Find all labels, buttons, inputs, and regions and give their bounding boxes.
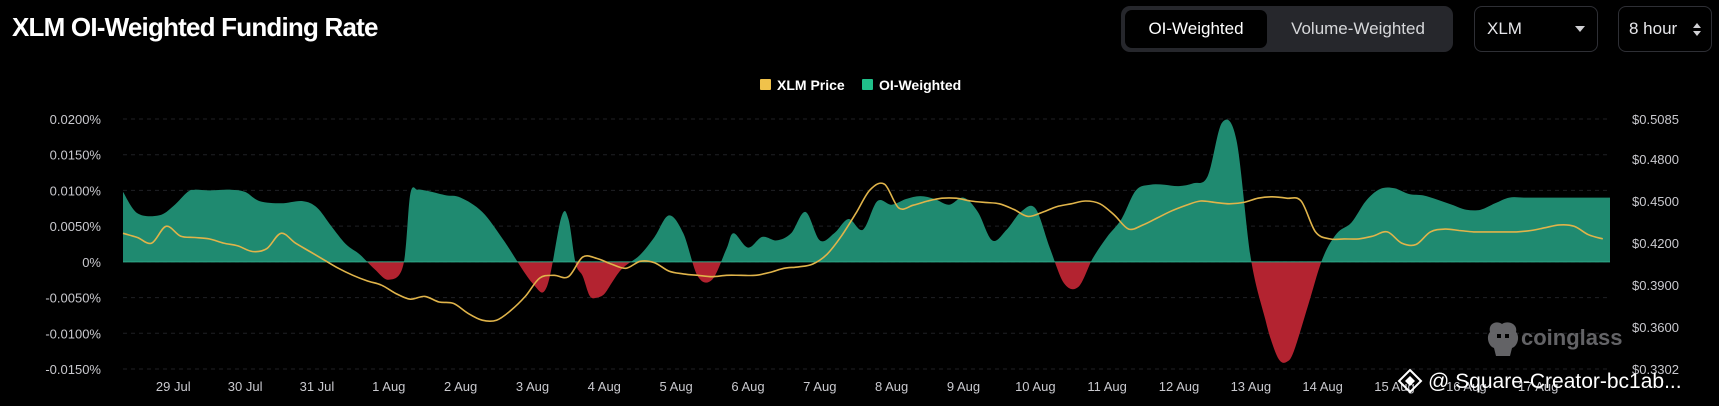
chart-legend: XLM Price OI-Weighted [760, 77, 961, 93]
y-right-tick-label: $0.4800 [1632, 152, 1679, 167]
y-left-tick-label: 0% [82, 255, 101, 270]
x-tick-label: 1 Aug [372, 379, 405, 394]
y-left-tick-label: -0.0050% [45, 291, 101, 306]
coinglass-logo-icon [1488, 322, 1518, 356]
y-right-tick-label: $0.5085 [1632, 112, 1679, 127]
y-left-tick-label: -0.0150% [45, 362, 101, 377]
x-tick-label: 7 Aug [803, 379, 836, 394]
y-right-tick-label: $0.3600 [1632, 320, 1679, 335]
y-right-tick-label: $0.3900 [1632, 278, 1679, 293]
credit-text: @ Square-Creator-bc1ab... [1428, 370, 1682, 393]
y-left-tick-label: -0.0100% [45, 326, 101, 341]
legend-label-oi: OI-Weighted [879, 77, 961, 93]
coinglass-watermark: coinglass [1488, 322, 1623, 356]
x-tick-label: 2 Aug [444, 379, 477, 394]
x-tick-label: 10 Aug [1015, 379, 1056, 394]
x-tick-label: 6 Aug [731, 379, 764, 394]
x-tick-label: 9 Aug [947, 379, 980, 394]
x-axis: 29 Jul 30 Jul 31 Jul 1 Aug 2 Aug 3 Aug 4 Aug 5 … [156, 379, 1558, 394]
legend-swatch-price [760, 79, 771, 90]
y-axis-left: 0.0200% 0.0150% 0.0100% 0.0050% 0% -0.0050% -0… [45, 112, 101, 377]
y-left-tick-label: 0.0100% [50, 183, 102, 198]
x-tick-label: 12 Aug [1159, 379, 1200, 394]
y-left-tick-label: 0.0200% [50, 112, 102, 127]
y-right-tick-label: $0.4500 [1632, 194, 1679, 209]
y-left-tick-label: 0.0050% [50, 219, 102, 234]
x-tick-label: 3 Aug [516, 379, 549, 394]
x-tick-label: 13 Aug [1231, 379, 1272, 394]
x-tick-label: 30 Jul [228, 379, 263, 394]
x-tick-label: 8 Aug [875, 379, 908, 394]
x-tick-label: 11 Aug [1087, 379, 1127, 394]
x-tick-label: 29 Jul [156, 379, 191, 394]
legend-swatch-oi [862, 79, 873, 90]
x-tick-label: 14 Aug [1302, 379, 1343, 394]
x-tick-label: 5 Aug [660, 379, 693, 394]
legend-label-price: XLM Price [777, 77, 845, 93]
y-axis-right: $0.5085 $0.4800 $0.4500 $0.4200 $0.3900 $0.36… [1632, 112, 1679, 377]
y-right-tick-label: $0.4200 [1632, 236, 1679, 251]
y-left-tick-label: 0.0150% [50, 148, 102, 163]
oi-weighted-positive-area [123, 120, 1610, 363]
x-tick-label: 31 Jul [300, 379, 335, 394]
watermark-brand: coinglass [1521, 325, 1622, 350]
credit-overlay: @ Square-Creator-bc1ab... [1399, 370, 1682, 393]
x-tick-label: 4 Aug [588, 379, 621, 394]
